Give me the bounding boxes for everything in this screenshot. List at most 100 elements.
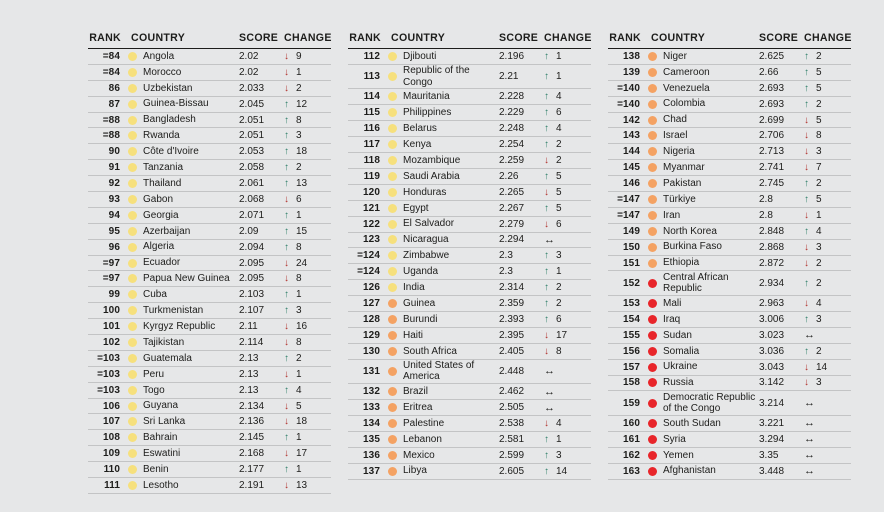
down-arrow-icon: ↓	[284, 416, 289, 428]
orange-dot-icon	[388, 466, 397, 476]
score-value: 2.061	[239, 178, 265, 190]
down-arrow-icon: ↓	[284, 273, 289, 285]
score-value: 2.745	[759, 178, 785, 190]
down-arrow-icon: ↓	[804, 146, 809, 158]
country-name: Côte d'Ivoire	[143, 146, 199, 158]
country-name: Afghanistan	[663, 465, 716, 477]
rank-cell: 130	[363, 345, 380, 357]
change-value: 4	[296, 384, 302, 396]
change-cell: ↑ 5	[543, 203, 591, 214]
rank-cell: 138	[623, 50, 640, 62]
yellow-dot-icon	[128, 67, 137, 77]
score-value: 2.13	[239, 352, 259, 364]
score-value: 2.033	[239, 82, 265, 94]
change-cell: ↓ 14	[803, 362, 851, 373]
change-value: 3	[816, 146, 822, 158]
rank-cell: =84	[102, 66, 120, 78]
orange-dot-icon	[648, 83, 657, 93]
table-row: 129 Haiti 2.395 ↓ 17	[348, 328, 591, 344]
country-name: Türkiye	[663, 193, 696, 205]
rank-cell: =97	[102, 257, 120, 269]
country-name: Angola	[143, 50, 175, 62]
change-cell: ↓ 1	[283, 369, 331, 380]
rank-cell: 131	[363, 365, 380, 377]
score-value: 2.279	[499, 218, 525, 230]
change-cell: ↑ 1	[543, 434, 591, 445]
score-value: 2.963	[759, 298, 785, 309]
change-value: 16	[296, 321, 308, 333]
up-arrow-icon: ↑	[544, 107, 549, 119]
score-value: 2.103	[239, 289, 265, 301]
table-row: 91 Tanzania 2.058 ↑ 2	[88, 160, 331, 177]
country-name: Saudi Arabia	[403, 170, 460, 182]
score-value: 2.581	[499, 433, 525, 445]
rank-cell: 144	[623, 146, 640, 158]
score-value: 2.848	[759, 225, 785, 237]
table-row: =103 Togo 2.13 ↑ 4	[88, 383, 331, 399]
rank-cell: 112	[363, 50, 380, 62]
score-value: 3.043	[759, 361, 785, 373]
dot-cell	[644, 194, 663, 204]
table-row: 118 Mozambique 2.259 ↓ 2	[348, 153, 591, 169]
peace-index-ranking-tables: RANK COUNTRY SCORE CHANGE =84 Angola 2.02 ↓ 9 =84…	[88, 32, 851, 494]
down-arrow-icon: ↓	[284, 50, 289, 62]
down-arrow-icon: ↓	[804, 257, 809, 269]
up-arrow-icon: ↑	[544, 170, 549, 182]
change-cell: ↑ 18	[283, 146, 331, 157]
down-arrow-icon: ↓	[804, 361, 809, 373]
change-value: 1	[296, 209, 302, 221]
score-value: 2.741	[759, 162, 785, 174]
change-value: 2	[296, 352, 302, 364]
orange-dot-icon	[648, 99, 657, 109]
score-value: 3.036	[759, 345, 785, 357]
change-value: 8	[296, 241, 302, 253]
country-name: Papua New Guinea	[143, 273, 230, 285]
score-value: 2.868	[759, 241, 785, 253]
table-row: 94 Georgia 2.071 ↑ 1	[88, 208, 331, 224]
change-cell: ↑ 1	[283, 432, 331, 443]
dot-cell	[124, 465, 143, 475]
rank-cell: =140	[617, 98, 640, 110]
change-cell: ↑ 3	[283, 305, 331, 316]
change-value: 13	[296, 178, 308, 190]
table-row: 159 Democratic Republic of the Congo 3.214…	[608, 391, 851, 416]
no-change-icon: ↔	[804, 433, 815, 446]
country-name: Central African Republic	[663, 271, 729, 295]
rank-cell: 108	[103, 432, 120, 444]
score-value: 2.3	[499, 266, 513, 278]
up-arrow-icon: ↑	[284, 464, 289, 476]
rank-cell: 145	[623, 162, 640, 174]
rank-cell: 118	[363, 154, 380, 166]
dot-cell	[124, 353, 143, 363]
table-row: =124 Zimbabwe 2.3 ↑ 3	[348, 248, 591, 265]
change-value: 3	[816, 377, 822, 389]
score-value: 3.214	[759, 397, 785, 409]
change-cell: ↑ 6	[543, 107, 591, 118]
change-cell: ↑ 2	[803, 178, 851, 189]
table-row: 86 Uzbekistan 2.033 ↓ 2	[88, 81, 331, 97]
country-name: Cuba	[143, 289, 167, 301]
orange-dot-icon	[648, 210, 657, 220]
change-value: 13	[296, 479, 308, 491]
country-name: Haiti	[403, 329, 424, 341]
country-name: Burkina Faso	[663, 241, 722, 253]
dot-cell	[124, 401, 143, 411]
country-name: Gabon	[143, 193, 174, 205]
country-name: Bangladesh	[143, 114, 196, 126]
dot-cell	[384, 366, 403, 376]
up-arrow-icon: ↑	[544, 282, 549, 294]
dot-cell	[124, 194, 143, 204]
yellow-dot-icon	[128, 274, 137, 284]
table-row: 131 United States of America 2.448 ↔	[348, 360, 591, 385]
change-value: 14	[816, 361, 828, 373]
change-cell: ↓ 5	[283, 401, 331, 412]
ranking-table: RANK COUNTRY SCORE CHANGE 138 Niger 2.625 ↑ 2 139…	[608, 32, 851, 494]
country-name: Libya	[403, 465, 427, 477]
table-row: =147 Iran 2.8 ↓ 1	[608, 208, 851, 224]
rank-cell: 163	[623, 465, 640, 477]
change-value: 4	[556, 417, 562, 429]
change-value: 2	[556, 282, 562, 294]
change-value: 8	[296, 273, 302, 285]
rank-cell: 96	[108, 241, 120, 253]
country-name: Venezuela	[663, 82, 710, 94]
